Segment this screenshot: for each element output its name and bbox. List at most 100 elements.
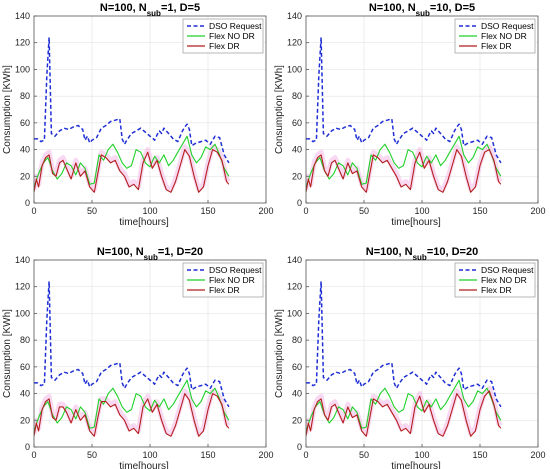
series-group	[306, 36, 503, 193]
x-tick-label: 0	[31, 206, 36, 216]
y-axis-label: Consumption [KWh]	[2, 65, 13, 154]
series-line-flex-no-dr	[306, 135, 502, 188]
legend-label: DSO Request	[209, 265, 262, 275]
y-tick-label: 100	[15, 308, 30, 318]
series-line-flex-dr	[306, 390, 502, 437]
title-main: N=100, N	[369, 2, 416, 14]
legend-label: DSO Request	[209, 21, 262, 31]
chart-title: N=100, Nsub=10, D=5	[369, 2, 475, 18]
y-tick-label: 100	[15, 64, 30, 74]
x-axis-label: time[hours]	[391, 461, 441, 469]
series-line-flex-no-dr	[34, 379, 230, 432]
title-rest: =1, D=5	[161, 2, 200, 14]
subplot-2: 0 50 100 150 200 0 20 40 60 80 100 120 140 time[hours…	[274, 2, 546, 228]
y-axis-label: Consumption [KWh]	[2, 309, 13, 398]
series-line-dso-request	[34, 36, 230, 164]
y-tick-label: 100	[287, 64, 302, 74]
legend-box	[454, 262, 536, 298]
x-tick-label: 200	[530, 450, 545, 460]
x-tick-label: 50	[359, 450, 369, 460]
y-tick-label: 120	[287, 282, 302, 292]
y-tick-label: 80	[20, 91, 30, 101]
subplot-4: 0 50 100 150 200 0 20 40 60 80 100 120 140 time[hours…	[274, 246, 546, 469]
legend-label: DSO Request	[481, 265, 534, 275]
y-tick-label: 60	[292, 118, 302, 128]
y-tick-label: 40	[292, 389, 302, 399]
y-tick-label: 140	[15, 11, 30, 21]
series-line-dso-request	[306, 36, 502, 164]
y-tick-label: 60	[20, 362, 30, 372]
legend-label: Flex DR	[481, 41, 512, 51]
title-main: N=100, N	[366, 246, 413, 258]
legend-label: Flex NO DR	[209, 275, 255, 285]
y-tick-label: 140	[15, 255, 30, 265]
title-subscript: sub	[147, 9, 161, 18]
series-line-flex-dr	[34, 393, 230, 437]
subplot-3: 0 50 100 150 200 0 20 40 60 80 100 120 140 time[hours…	[2, 246, 274, 469]
x-tick-label: 100	[414, 206, 429, 216]
flex-dr-band	[306, 144, 503, 193]
title-subscript: sub	[416, 9, 430, 18]
y-tick-label: 20	[292, 415, 302, 425]
series-line-dso-request	[34, 280, 230, 408]
x-tick-label: 100	[142, 450, 157, 460]
x-tick-label: 150	[472, 450, 487, 460]
flex-dr-band	[306, 385, 503, 437]
legend-label: Flex DR	[209, 285, 240, 295]
y-tick-label: 120	[15, 282, 30, 292]
title-subscript: sub	[413, 253, 427, 262]
x-tick-label: 0	[303, 450, 308, 460]
y-axis-label: Consumption [KWh]	[274, 65, 285, 154]
x-tick-label: 200	[258, 206, 273, 216]
legend-label: Flex NO DR	[481, 31, 527, 41]
x-tick-label: 150	[200, 450, 215, 460]
y-tick-label: 0	[25, 442, 30, 452]
series-line-flex-no-dr	[34, 135, 230, 188]
chart-title: N=100, Nsub=10, D=20	[366, 246, 478, 262]
x-tick-label: 50	[359, 206, 369, 216]
x-tick-label: 50	[87, 450, 97, 460]
y-tick-label: 120	[287, 38, 302, 48]
y-tick-label: 40	[20, 145, 30, 155]
subplot-1: 0 50 100 150 200 0 20 40 60 80 100 120 140 time[hours…	[2, 2, 274, 228]
legend-label: Flex NO DR	[481, 275, 527, 285]
x-tick-label: 200	[258, 450, 273, 460]
x-tick-label: 0	[303, 206, 308, 216]
x-tick-label: 200	[530, 206, 545, 216]
title-rest: =10, D=5	[430, 2, 475, 14]
legend-label: DSO Request	[481, 21, 534, 31]
title-rest: =10, D=20	[427, 246, 478, 258]
y-tick-label: 20	[20, 171, 30, 181]
x-tick-label: 150	[472, 206, 487, 216]
y-tick-label: 20	[20, 415, 30, 425]
y-tick-label: 40	[20, 389, 30, 399]
title-main: N=100, N	[97, 246, 144, 258]
legend-label: Flex DR	[481, 285, 512, 295]
y-tick-label: 60	[292, 362, 302, 372]
series-group	[34, 280, 231, 437]
y-tick-label: 60	[20, 118, 30, 128]
y-tick-label: 80	[292, 91, 302, 101]
y-tick-label: 120	[15, 38, 30, 48]
chart-title: N=100, Nsub=1, D=5	[100, 2, 200, 18]
y-tick-label: 80	[292, 335, 302, 345]
y-tick-label: 0	[297, 442, 302, 452]
y-tick-label: 140	[287, 11, 302, 21]
series-line-dso-request	[306, 280, 502, 408]
legend-label: Flex DR	[209, 41, 240, 51]
chart-title: N=100, Nsub=1, D=20	[97, 246, 203, 262]
series-group	[34, 36, 231, 193]
x-tick-label: 100	[414, 450, 429, 460]
series-line-flex-no-dr	[306, 379, 502, 432]
legend-box	[182, 18, 264, 54]
y-tick-label: 40	[292, 145, 302, 155]
x-axis-label: time[hours]	[119, 217, 169, 228]
legend-label: Flex NO DR	[209, 31, 255, 41]
series-line-flex-dr	[306, 149, 502, 193]
x-tick-label: 50	[87, 206, 97, 216]
series-line-flex-dr	[34, 149, 230, 193]
